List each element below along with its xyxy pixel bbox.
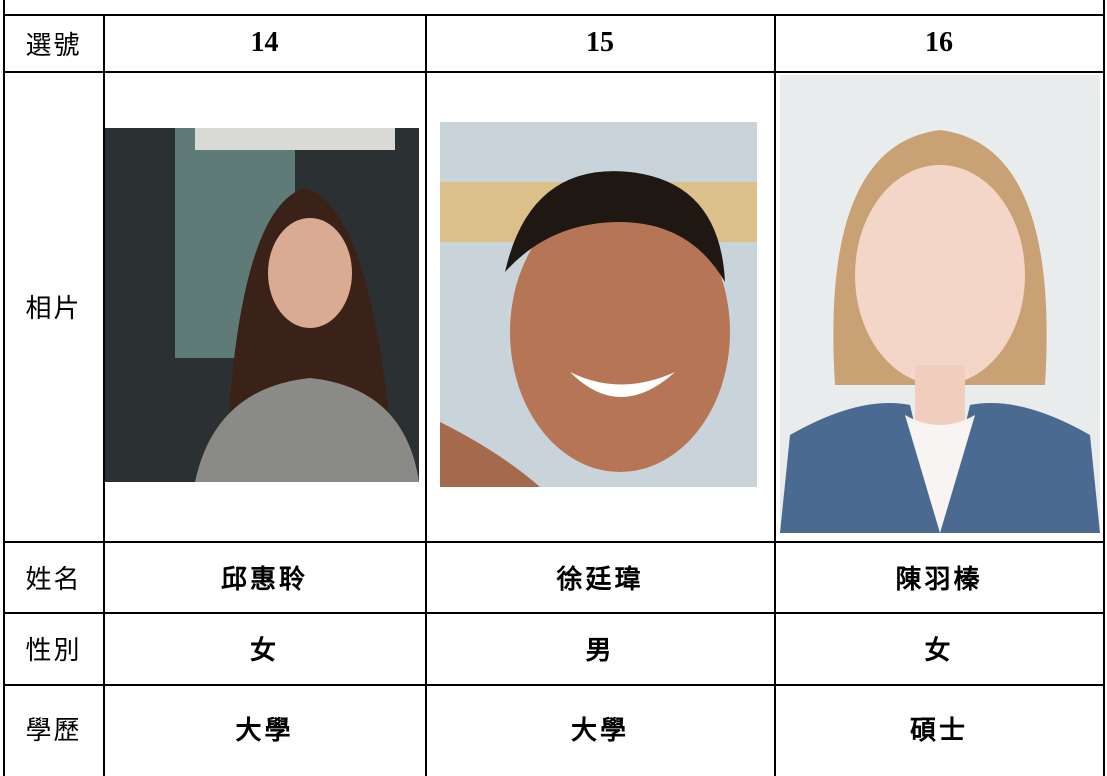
row-border xyxy=(3,612,1104,614)
candidate-education: 大學 xyxy=(570,715,629,746)
photo xyxy=(105,128,419,482)
row-border xyxy=(3,71,1104,73)
candidate-education: 碩士 xyxy=(909,715,968,746)
col-border xyxy=(103,14,105,776)
candidate-name: 徐廷瑋 xyxy=(556,564,644,595)
photo xyxy=(780,75,1100,533)
candidate-education: 大學 xyxy=(235,715,294,746)
row-border xyxy=(3,684,1104,686)
row-border xyxy=(3,541,1104,543)
candidate-gender: 女 xyxy=(249,636,279,666)
row-label: 選號 xyxy=(25,30,82,61)
row-border xyxy=(3,14,1104,16)
photo xyxy=(440,122,757,487)
candidate-name: 陳羽榛 xyxy=(895,564,983,595)
row-label: 性別 xyxy=(25,636,82,666)
candidate-number: 16 xyxy=(925,27,953,58)
col-border xyxy=(425,14,427,776)
row-label: 相片 xyxy=(25,294,82,324)
candidate-gender: 男 xyxy=(585,636,615,666)
col-border xyxy=(3,0,5,776)
candidate-number: 14 xyxy=(250,27,279,58)
row-label: 姓名 xyxy=(25,564,82,595)
candidate-gender: 女 xyxy=(924,636,954,666)
col-border xyxy=(1103,0,1105,776)
col-border xyxy=(774,14,776,776)
row-label: 學歷 xyxy=(25,715,82,746)
candidate-number: 15 xyxy=(586,27,614,58)
candidate-name: 邱惠聆 xyxy=(220,564,308,595)
